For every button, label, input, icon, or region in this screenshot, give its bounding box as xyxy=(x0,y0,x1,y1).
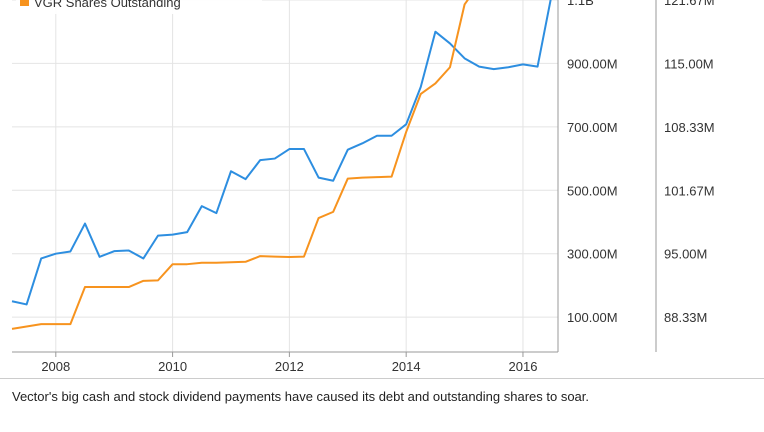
left-axis-tick-labels: 100.00M 300.00M 500.00M 700.00M 900.00M 1.1B xyxy=(567,0,618,325)
right-axis-tick-labels: 88.33M 95.00M 101.67M 108.33M 115.00M 121.67M xyxy=(664,0,715,325)
left-tick-label-5: 1.1B xyxy=(567,0,594,8)
left-tick-label-2: 500.00M xyxy=(567,183,618,198)
right-tick-label-5: 121.67M xyxy=(664,0,715,8)
right-tick-label-2: 101.67M xyxy=(664,183,715,198)
x-tick-label-2008: 2008 xyxy=(41,359,70,374)
x-tick-label-2014: 2014 xyxy=(392,359,421,374)
x-tick-label-2012: 2012 xyxy=(275,359,304,374)
legend-label-0: VGR Shares Outstanding xyxy=(34,0,181,10)
x-tick-label-2010: 2010 xyxy=(158,359,187,374)
right-tick-label-4: 115.00M xyxy=(664,56,714,71)
series-line-blue xyxy=(11,0,552,306)
left-tick-label-1: 300.00M xyxy=(567,247,618,262)
series-line-shares-outstanding xyxy=(11,0,469,330)
left-tick-label-4: 900.00M xyxy=(567,56,618,71)
plot-background xyxy=(12,0,558,352)
line-chart: 100.00M300.00M500.00M700.00M900.00M1.1B … xyxy=(11,0,715,374)
series-layer xyxy=(11,0,552,330)
axes xyxy=(12,0,657,357)
right-tick-label-1: 95.00M xyxy=(664,247,707,262)
chart-area: 100.00M 300.00M 500.00M 700.00M 900.00M 1.1B … xyxy=(11,0,715,374)
left-tick-label-0: 100.00M xyxy=(567,310,618,325)
right-tick-label-0: 88.33M xyxy=(664,310,707,325)
divider xyxy=(0,378,764,379)
legend-swatch-0 xyxy=(20,0,29,6)
left-tick-label-3: 700.00M xyxy=(567,120,618,135)
legend: VGR Shares Outstanding xyxy=(16,0,262,14)
chart-caption: Vector's big cash and stock dividend pay… xyxy=(12,389,590,404)
x-axis-tick-labels: 2008 2010 2012 2014 2016 xyxy=(41,359,537,374)
legend-box xyxy=(16,0,262,14)
right-tick-label-3: 108.33M xyxy=(664,120,715,135)
grid-lines xyxy=(12,0,558,352)
x-tick-label-2016: 2016 xyxy=(509,359,538,374)
